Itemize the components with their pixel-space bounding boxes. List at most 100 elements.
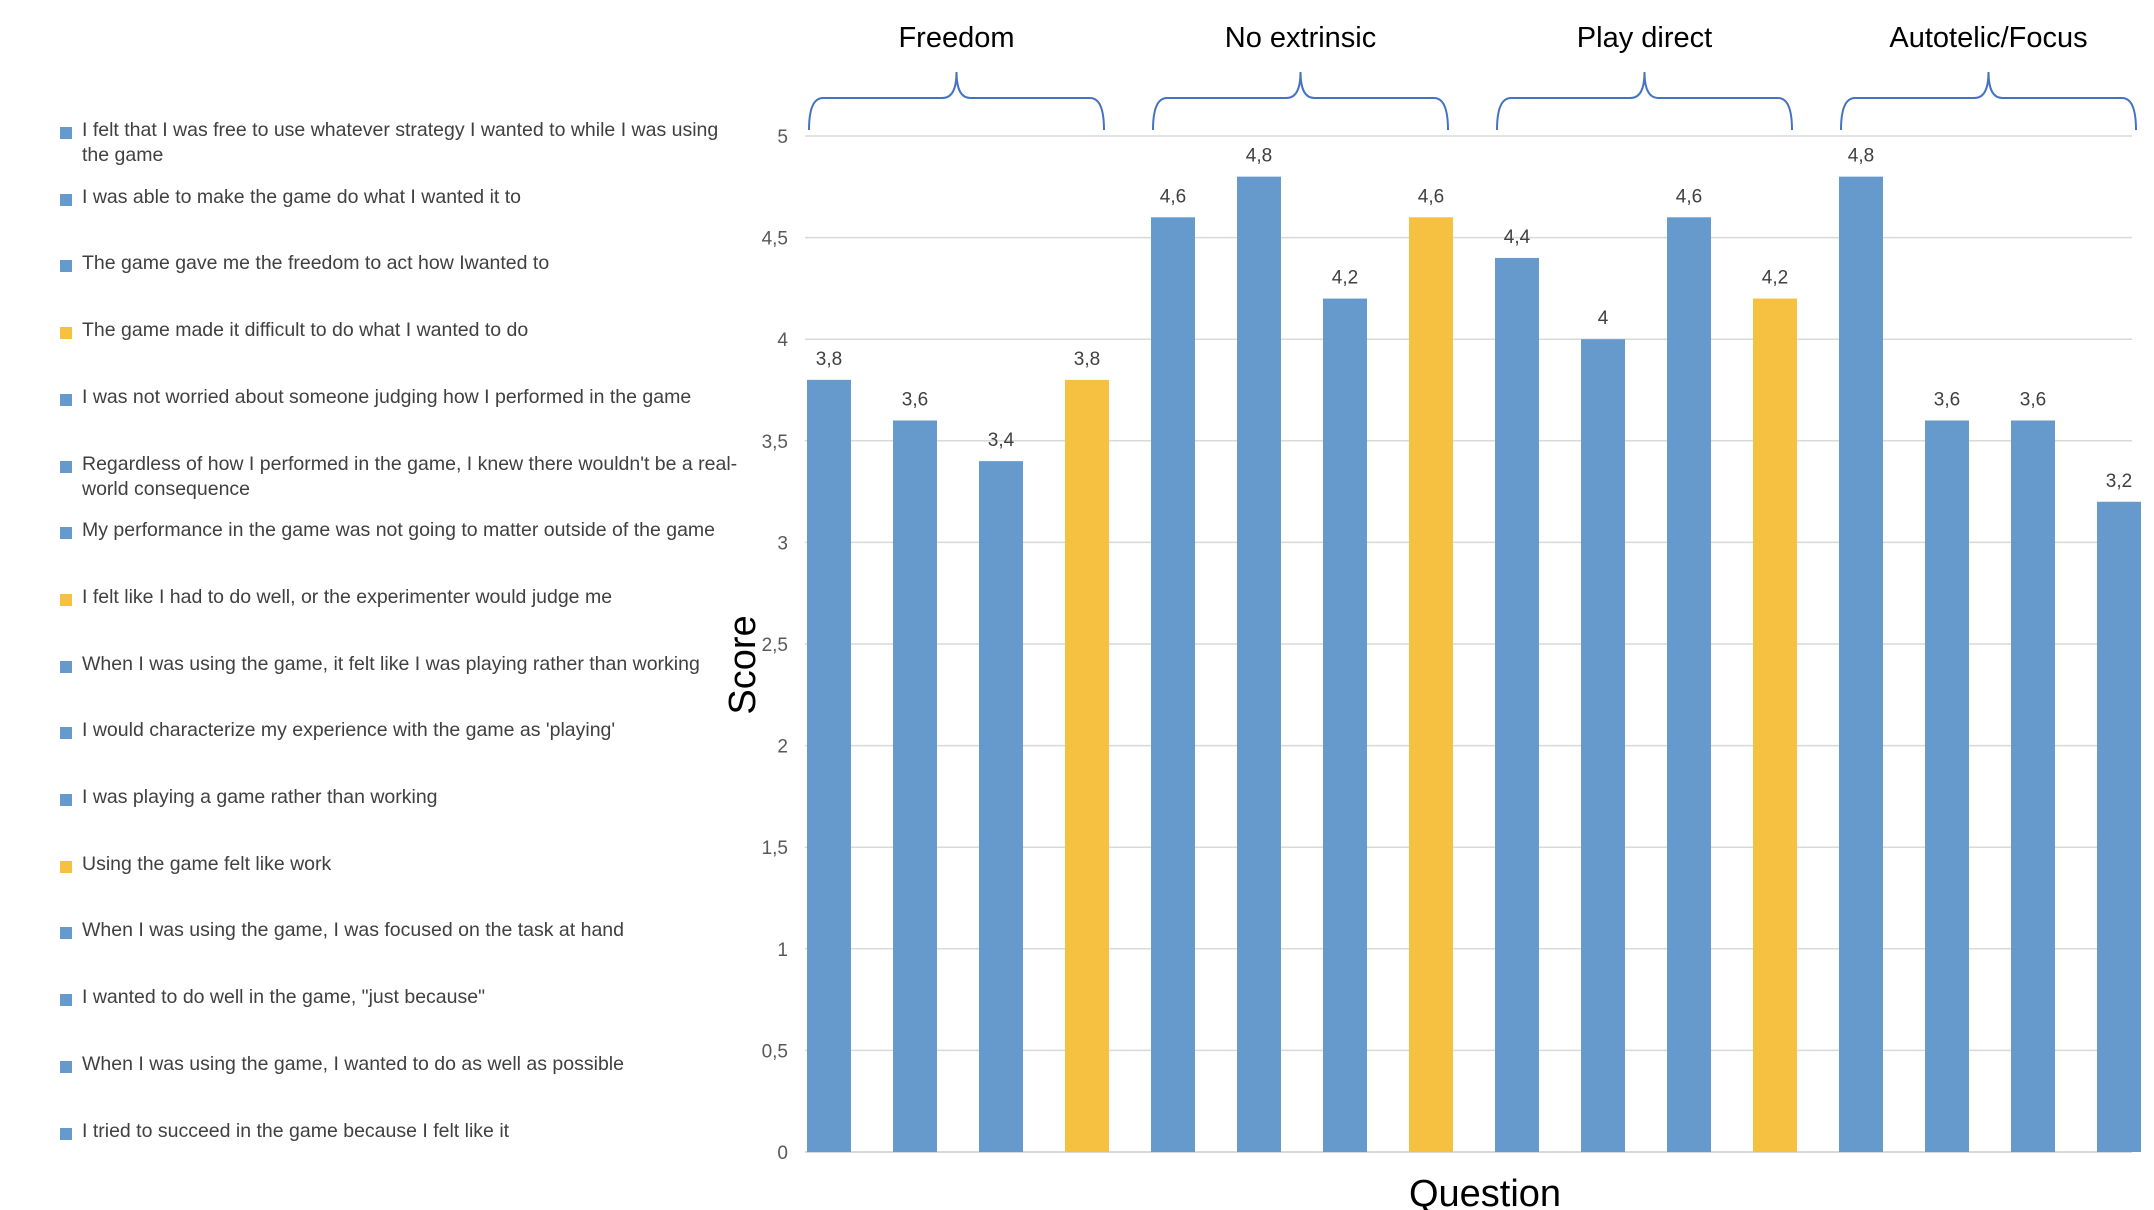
bar [2011, 420, 2055, 1153]
legend-item: I was playing a game rather than working [60, 785, 750, 810]
y-tick-label: 4 [777, 330, 788, 351]
legend-swatch [60, 127, 72, 139]
group-label: No extrinsic [1225, 22, 1377, 54]
y-tick-label: 2,5 [762, 635, 788, 656]
legend-item: Using the game felt like work [60, 852, 750, 877]
legend-swatch [60, 727, 72, 740]
y-tick-label: 3,5 [762, 432, 788, 453]
data-label: 4,4 [1504, 227, 1531, 248]
legend-item: When I was using the game, I was focused… [60, 918, 750, 943]
legend-label: Regardless of how I performed in the gam… [82, 452, 738, 500]
legend-swatch [60, 1127, 72, 1140]
y-tick-label: 0 [777, 1143, 788, 1164]
legend-swatch [60, 860, 72, 873]
legend-swatch [60, 660, 72, 673]
legend-swatch [60, 927, 72, 940]
legend-label: I was able to make the game do what I wa… [82, 185, 521, 208]
data-label: 3,6 [902, 389, 928, 410]
bar [1323, 298, 1367, 1152]
bar [2097, 501, 2141, 1152]
legend-item: I would characterize my experience with … [60, 718, 750, 743]
legend-item: I felt that I was free to use whatever s… [60, 118, 750, 168]
legend-label: The game gave me the freedom to act how … [82, 252, 550, 275]
data-label: 4,8 [1848, 146, 1874, 167]
group-brace [1152, 71, 1449, 131]
data-label: 4,8 [1246, 146, 1272, 167]
bar [1495, 257, 1539, 1152]
data-label: 3,8 [816, 349, 842, 370]
y-tick-label: 3 [777, 533, 788, 554]
legend-swatch [60, 193, 72, 206]
group-label: Play direct [1577, 22, 1712, 54]
legend-item: I tried to succeed in the game because I… [60, 1119, 750, 1144]
legend-item: I wanted to do well in the game, "just b… [60, 985, 750, 1010]
x-axis-title: Question [1409, 1173, 1561, 1210]
legend-label: When I was using the game, I was focused… [82, 919, 624, 942]
legend-item: When I was using the game, I wanted to d… [60, 1052, 750, 1077]
legend-label: When I was using the game, it felt like … [82, 652, 700, 675]
bar [979, 461, 1023, 1152]
bar [1581, 339, 1625, 1152]
legend-swatch [60, 593, 72, 606]
bar [807, 379, 851, 1153]
legend-item: The game gave me the freedom to act how … [60, 251, 750, 276]
y-tick-label: 1 [777, 940, 788, 961]
y-tick-label: 0,5 [762, 1041, 788, 1062]
data-label: 4,6 [1160, 186, 1186, 207]
bar [1753, 298, 1797, 1152]
legend-swatch [60, 260, 72, 273]
data-label: 4,2 [1332, 268, 1358, 289]
data-label: 3,2 [2106, 471, 2132, 492]
group-label: Autotelic/Focus [1889, 22, 2087, 54]
legend-label: My performance in the game was not going… [82, 519, 716, 542]
y-tick-label: 4,5 [762, 229, 788, 250]
data-label: 4,2 [1762, 268, 1788, 289]
y-tick-label: 5 [777, 127, 788, 148]
legend-label: The game made it difficult to do what I … [82, 319, 529, 342]
legend-swatch [60, 327, 72, 340]
legend-label: I felt like I had to do well, or the exp… [82, 585, 613, 608]
legend-label: I felt that I was free to use whatever s… [82, 119, 719, 166]
data-label: 3,6 [2020, 389, 2046, 410]
legend-swatch [60, 1060, 72, 1073]
legend-swatch [60, 460, 72, 473]
bar [1237, 176, 1281, 1152]
legend-label: I tried to succeed in the game because I… [82, 1119, 510, 1142]
legend-label: Using the game felt like work [82, 852, 332, 875]
group-brace [1840, 71, 2137, 131]
group-brace [1496, 71, 1793, 131]
legend-item: I was able to make the game do what I wa… [60, 185, 750, 210]
data-label: 4 [1598, 308, 1609, 329]
bar [1409, 217, 1453, 1152]
legend-label: I wanted to do well in the game, "just b… [82, 986, 485, 1009]
y-axis-title: Score [722, 615, 764, 714]
data-label: 3,6 [1934, 389, 1960, 410]
legend-label: I was playing a game rather than working [82, 786, 438, 808]
legend-label: When I was using the game, I wanted to d… [82, 1052, 624, 1075]
bar [1667, 217, 1711, 1152]
legend-item: My performance in the game was not going… [60, 518, 750, 543]
bar [1065, 379, 1109, 1153]
bar [1151, 217, 1195, 1152]
legend-item: I felt like I had to do well, or the exp… [60, 585, 750, 610]
data-label: 4,6 [1676, 186, 1702, 207]
legend-item: I was not worried about someone judging … [60, 385, 750, 410]
legend-item: Regardless of how I performed in the gam… [60, 452, 750, 502]
legend-swatch [60, 794, 72, 806]
legend-swatch [60, 393, 72, 406]
bar [1839, 176, 1883, 1152]
data-label: 3,4 [988, 430, 1015, 451]
bar [893, 420, 937, 1153]
group-label: Freedom [898, 22, 1014, 54]
legend-item: When I was using the game, it felt like … [60, 652, 750, 677]
legend-label: I would characterize my experience with … [82, 719, 616, 742]
y-tick-label: 1,5 [762, 838, 788, 859]
group-brace [808, 71, 1105, 131]
legend-swatch [60, 527, 72, 540]
legend-item: The game made it difficult to do what I … [60, 318, 750, 343]
data-label: 3,8 [1074, 349, 1100, 370]
data-label: 4,6 [1418, 186, 1444, 207]
y-tick-label: 2 [777, 737, 788, 758]
bar [1925, 420, 1969, 1153]
